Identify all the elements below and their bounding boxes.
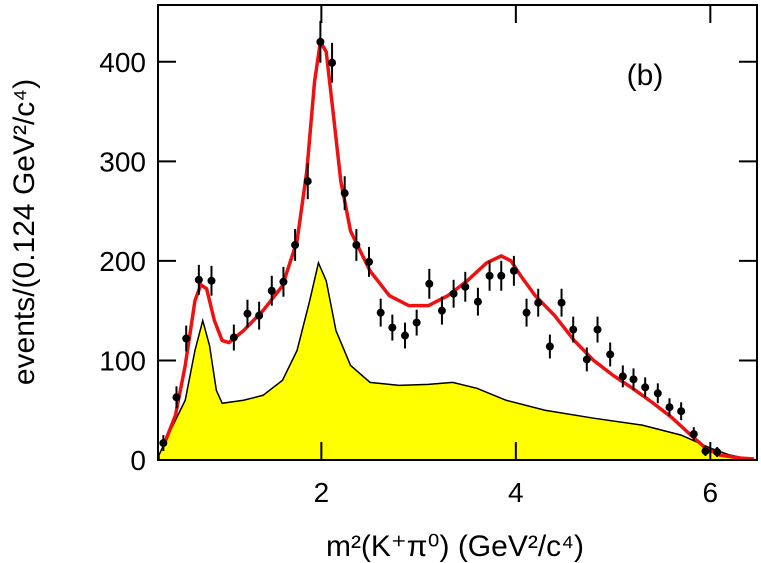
data-point <box>279 277 288 286</box>
data-point <box>316 37 325 46</box>
data-point <box>582 355 591 364</box>
data-point <box>449 289 458 298</box>
y-tick-label: 200 <box>99 246 146 277</box>
data-point <box>593 325 602 334</box>
data-point <box>172 393 181 402</box>
data-point <box>653 389 662 398</box>
data-point <box>388 323 397 332</box>
plot-frame <box>157 4 758 461</box>
x-axis-label: m²(K⁺π⁰) (GeV²/c⁴) <box>326 530 584 563</box>
data-point <box>629 375 638 384</box>
data-point <box>689 430 698 439</box>
data-point <box>713 448 722 457</box>
data-point <box>497 271 506 280</box>
data-point <box>485 271 494 280</box>
data-point <box>606 350 615 359</box>
data-point <box>376 308 385 317</box>
data-point <box>291 240 300 249</box>
y-tick-label: 100 <box>99 345 146 376</box>
x-tick-label: 4 <box>508 477 524 508</box>
data-point <box>182 334 191 343</box>
data-point <box>461 282 470 291</box>
data-point <box>522 308 531 317</box>
x-tick-label: 2 <box>314 477 330 508</box>
y-tick-label: 300 <box>99 146 146 177</box>
data-point <box>534 298 543 307</box>
data-point <box>255 311 264 320</box>
annotation: (b) <box>627 59 664 92</box>
data-point <box>194 275 203 284</box>
data-point <box>159 439 168 448</box>
data-point <box>365 257 374 266</box>
y-axis-label: events/(0.124 GeV²/c⁴) <box>8 79 41 385</box>
data-point <box>437 306 446 315</box>
x-tick-label: 6 <box>703 477 719 508</box>
data-point <box>340 189 349 198</box>
data-point <box>641 383 650 392</box>
data-point <box>473 297 482 306</box>
data-point <box>267 286 276 295</box>
data-point <box>665 403 674 412</box>
data-point <box>569 325 578 334</box>
data-point <box>545 342 554 351</box>
data-point <box>207 276 216 285</box>
data-point <box>400 331 409 340</box>
data-point <box>509 266 518 275</box>
data-point <box>352 240 361 249</box>
data-point <box>425 279 434 288</box>
data-point <box>243 309 252 318</box>
data-point <box>303 177 312 186</box>
data-point <box>412 318 421 327</box>
data-point <box>229 333 238 342</box>
y-tick-label: 400 <box>99 47 146 78</box>
data-point <box>677 407 686 416</box>
y-tick-label: 0 <box>130 445 146 476</box>
data-point <box>557 298 566 307</box>
data-point <box>701 447 710 456</box>
data-point <box>618 372 627 381</box>
data-point <box>328 58 337 67</box>
